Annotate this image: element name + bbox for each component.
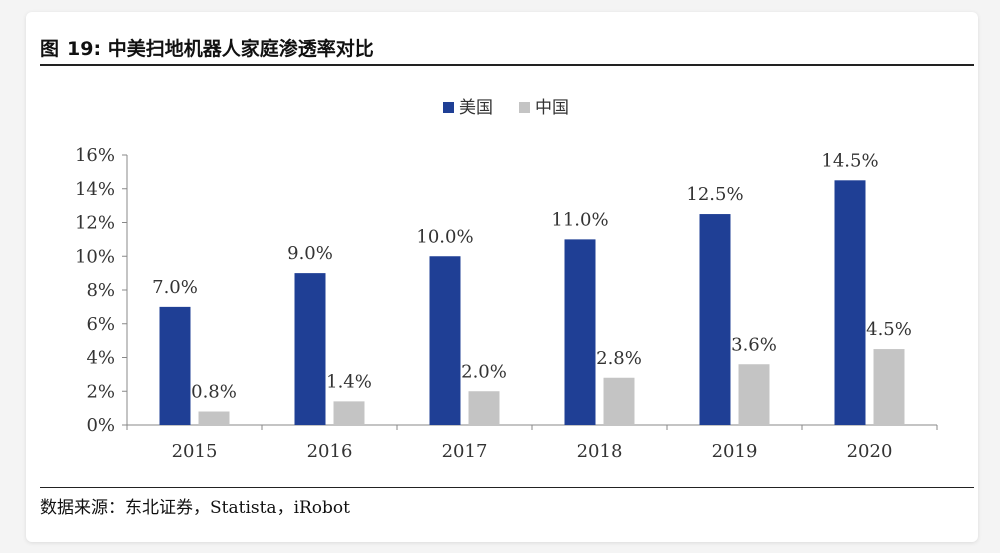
data-labels: 7.0% 9.0% 10.0% 11.0% 12.5% 14.5% 0.8% 1.4% 2.0%… [152, 150, 912, 402]
data-label: 4.5% [866, 319, 912, 340]
data-label: 2.0% [461, 361, 507, 382]
data-label: 10.0% [416, 226, 473, 247]
x-tick-label: 2019 [712, 441, 758, 462]
bars [159, 180, 905, 425]
figure-title-text: 中美扫地机器人家庭渗透率对比 [107, 38, 374, 60]
legend-label: 美国 [459, 98, 493, 118]
bar-中国-2019 [738, 364, 770, 425]
legend-label: 中国 [535, 98, 569, 118]
y-tick-label: 14% [75, 179, 115, 200]
data-label: 1.4% [326, 371, 372, 392]
y-tick-label: 12% [75, 213, 115, 234]
legend-swatch [519, 102, 530, 113]
bar-美国-2018 [564, 239, 596, 425]
data-label: 7.0% [152, 277, 198, 298]
bar-美国-2016 [294, 273, 326, 425]
legend-swatch [443, 102, 454, 113]
title-rule [40, 64, 974, 66]
x-tick-label: 2020 [847, 441, 893, 462]
data-label: 2.8% [596, 348, 642, 369]
figure-label: 图 [40, 38, 60, 60]
source-rule [40, 487, 974, 488]
y-tick-label: 6% [86, 314, 115, 335]
bar-中国-2017 [468, 391, 500, 425]
y-tick-label: 2% [86, 381, 115, 402]
y-tick-label: 8% [86, 280, 115, 301]
bar-中国-2020 [873, 349, 905, 425]
axes: 0% 2% 4% 6% 8% 10% 12% 14% 16% 2015 2016 2017 2018 20… [75, 145, 938, 462]
data-label: 0.8% [191, 382, 237, 403]
bar-美国-2019 [699, 214, 731, 425]
source-note: 数据来源：东北证券，Statista，iRobot [40, 498, 350, 518]
bar-中国-2018 [603, 377, 635, 425]
bar-中国-2015 [198, 411, 230, 425]
y-tick-label: 0% [86, 415, 115, 436]
bar-中国-2016 [333, 401, 365, 425]
x-tick-label: 2018 [577, 441, 623, 462]
bar-美国-2020 [834, 180, 866, 425]
data-label: 3.6% [731, 334, 777, 355]
data-label: 12.5% [686, 184, 743, 205]
bar-美国-2015 [159, 306, 191, 425]
data-label: 14.5% [821, 150, 878, 171]
figure-title: 图 19: 中美扫地机器人家庭渗透率对比 [40, 34, 374, 64]
x-tick-label: 2016 [307, 441, 353, 462]
y-tick-label: 10% [75, 246, 115, 267]
y-tick-label: 16% [75, 145, 115, 166]
data-label: 11.0% [551, 209, 608, 230]
figure-number: 19: [67, 38, 102, 60]
figure-card [26, 12, 978, 542]
bar-美国-2017 [429, 256, 461, 425]
x-tick-label: 2017 [442, 441, 488, 462]
x-tick-label: 2015 [172, 441, 218, 462]
data-label: 9.0% [287, 243, 333, 264]
legend: 美国 中国 [443, 98, 569, 118]
y-tick-label: 4% [86, 348, 115, 369]
